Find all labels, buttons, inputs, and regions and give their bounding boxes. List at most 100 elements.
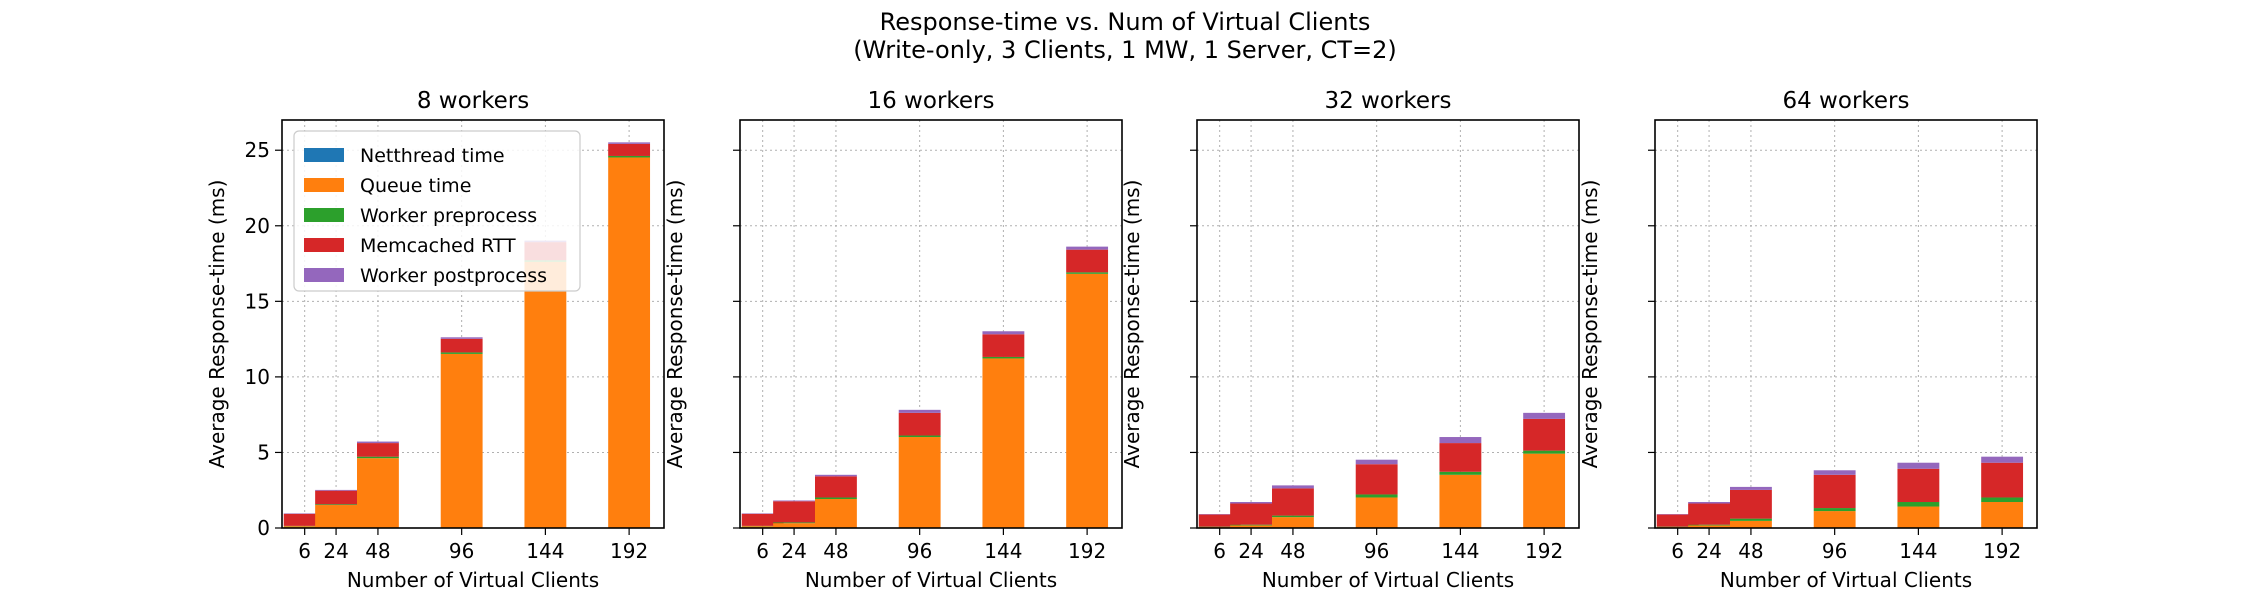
- bar-segment: [1230, 502, 1273, 504]
- bar-segment: [982, 356, 1025, 359]
- bar-segment: [1230, 525, 1273, 528]
- panel-title: 8 workers: [417, 88, 529, 114]
- bar-segment: [315, 504, 358, 506]
- bar-segment: [773, 522, 816, 524]
- bar-segment: [1730, 489, 1772, 519]
- x-axis-label: Number of Virtual Clients: [1262, 568, 1514, 592]
- x-tick-label: 192: [610, 539, 648, 563]
- bar-segment: [357, 441, 399, 444]
- bar-segment: [1272, 515, 1314, 518]
- bar-segment: [1897, 462, 1940, 469]
- bar-segment: [982, 334, 1025, 357]
- legend-label: Memcached RTT: [360, 235, 516, 257]
- bar-segment: [1688, 525, 1731, 528]
- bar-segment: [1981, 502, 2024, 528]
- y-axis-label: Average Response-time (ms): [205, 180, 229, 469]
- legend-label: Worker preprocess: [360, 205, 537, 227]
- y-tick-label: 25: [245, 138, 270, 162]
- bar-segment: [1981, 456, 2024, 463]
- bar-segment: [982, 358, 1025, 528]
- bar-segment: [1897, 502, 1940, 507]
- bar-segment: [357, 456, 399, 459]
- legend-swatch: [304, 148, 344, 162]
- x-tick-label: 96: [1364, 539, 1389, 563]
- x-tick-label: 6: [1671, 539, 1684, 563]
- bar-segment: [898, 437, 941, 528]
- x-axis-label: Number of Virtual Clients: [347, 568, 599, 592]
- bar-segment: [1272, 517, 1314, 528]
- bar-segment: [1272, 485, 1314, 489]
- bar-segment: [1523, 412, 1566, 419]
- x-tick-label: 96: [449, 539, 474, 563]
- bar-segment: [1981, 462, 2024, 498]
- x-tick-label: 24: [1238, 539, 1263, 563]
- x-tick-label: 192: [1525, 539, 1563, 563]
- plot-frame: [1196, 119, 1580, 529]
- x-tick-label: 96: [907, 539, 932, 563]
- x-tick-label: 48: [1738, 539, 1763, 563]
- legend-label: Netthread time: [360, 145, 505, 167]
- x-tick-label: 24: [781, 539, 806, 563]
- x-tick-label: 6: [1213, 539, 1226, 563]
- plot-frame: [1654, 119, 2038, 529]
- legend-label: Worker postprocess: [360, 265, 547, 287]
- bar-segment: [773, 523, 816, 528]
- bar-segment: [1981, 497, 2024, 503]
- y-axis-label: Average Response-time (ms): [663, 180, 687, 469]
- bar-segment: [1355, 497, 1398, 528]
- bar-segment: [815, 497, 857, 499]
- bar-segment: [440, 353, 483, 528]
- bar-segment: [1688, 524, 1731, 526]
- x-tick-label: 48: [823, 539, 848, 563]
- bar-segment: [283, 526, 326, 528]
- bar-segment: [357, 443, 399, 457]
- x-axis-label: Number of Virtual Clients: [805, 568, 1057, 592]
- bar-segment: [1688, 502, 1731, 504]
- legend-swatch: [304, 178, 344, 192]
- bar-segment: [440, 352, 483, 354]
- bar-segment: [898, 409, 941, 413]
- bar-segment: [1897, 506, 1940, 528]
- bar-segment: [1066, 273, 1109, 528]
- panel-title: 32 workers: [1324, 88, 1451, 114]
- bar-segment: [1813, 470, 1856, 475]
- bar-segment: [1730, 520, 1772, 528]
- bar-segment: [1813, 474, 1856, 509]
- y-tick-label: 5: [257, 440, 270, 464]
- bar-segment: [1066, 249, 1109, 273]
- x-tick-label: 192: [1983, 539, 2021, 563]
- x-tick-label: 192: [1068, 539, 1106, 563]
- bar-segment: [815, 474, 857, 477]
- y-axis-label: Average Response-time (ms): [1578, 180, 1602, 469]
- figure-subtitle: (Write-only, 3 Clients, 1 MW, 1 Server, …: [853, 36, 1397, 64]
- bar-segment: [608, 143, 651, 156]
- x-tick-label: 144: [984, 539, 1022, 563]
- bar-segment: [1523, 453, 1566, 528]
- bar-segment: [1439, 474, 1482, 528]
- bar-segment: [1272, 488, 1314, 516]
- x-tick-label: 24: [323, 539, 348, 563]
- bar-segment: [773, 500, 816, 502]
- panel-title: 64 workers: [1782, 88, 1909, 114]
- legend-swatch: [304, 238, 344, 252]
- x-tick-label: 144: [526, 539, 564, 563]
- bar-segment: [898, 412, 941, 436]
- bar-segment: [1066, 272, 1109, 274]
- x-tick-label: 144: [1441, 539, 1479, 563]
- bar-segment: [608, 157, 651, 528]
- bar-segment: [1897, 468, 1940, 503]
- bar-segment: [982, 331, 1025, 335]
- x-axis-label: Number of Virtual Clients: [1720, 568, 1972, 592]
- x-tick-label: 144: [1899, 539, 1937, 563]
- x-tick-label: 6: [298, 539, 311, 563]
- legend-label: Queue time: [360, 175, 471, 197]
- bar-segment: [1730, 486, 1772, 490]
- bar-segment: [1439, 437, 1482, 444]
- bar-segment: [1523, 450, 1566, 454]
- x-tick-label: 6: [756, 539, 769, 563]
- legend-swatch: [304, 268, 344, 282]
- y-tick-label: 15: [245, 289, 270, 313]
- panel-title: 16 workers: [867, 88, 994, 114]
- y-tick-label: 20: [245, 214, 270, 238]
